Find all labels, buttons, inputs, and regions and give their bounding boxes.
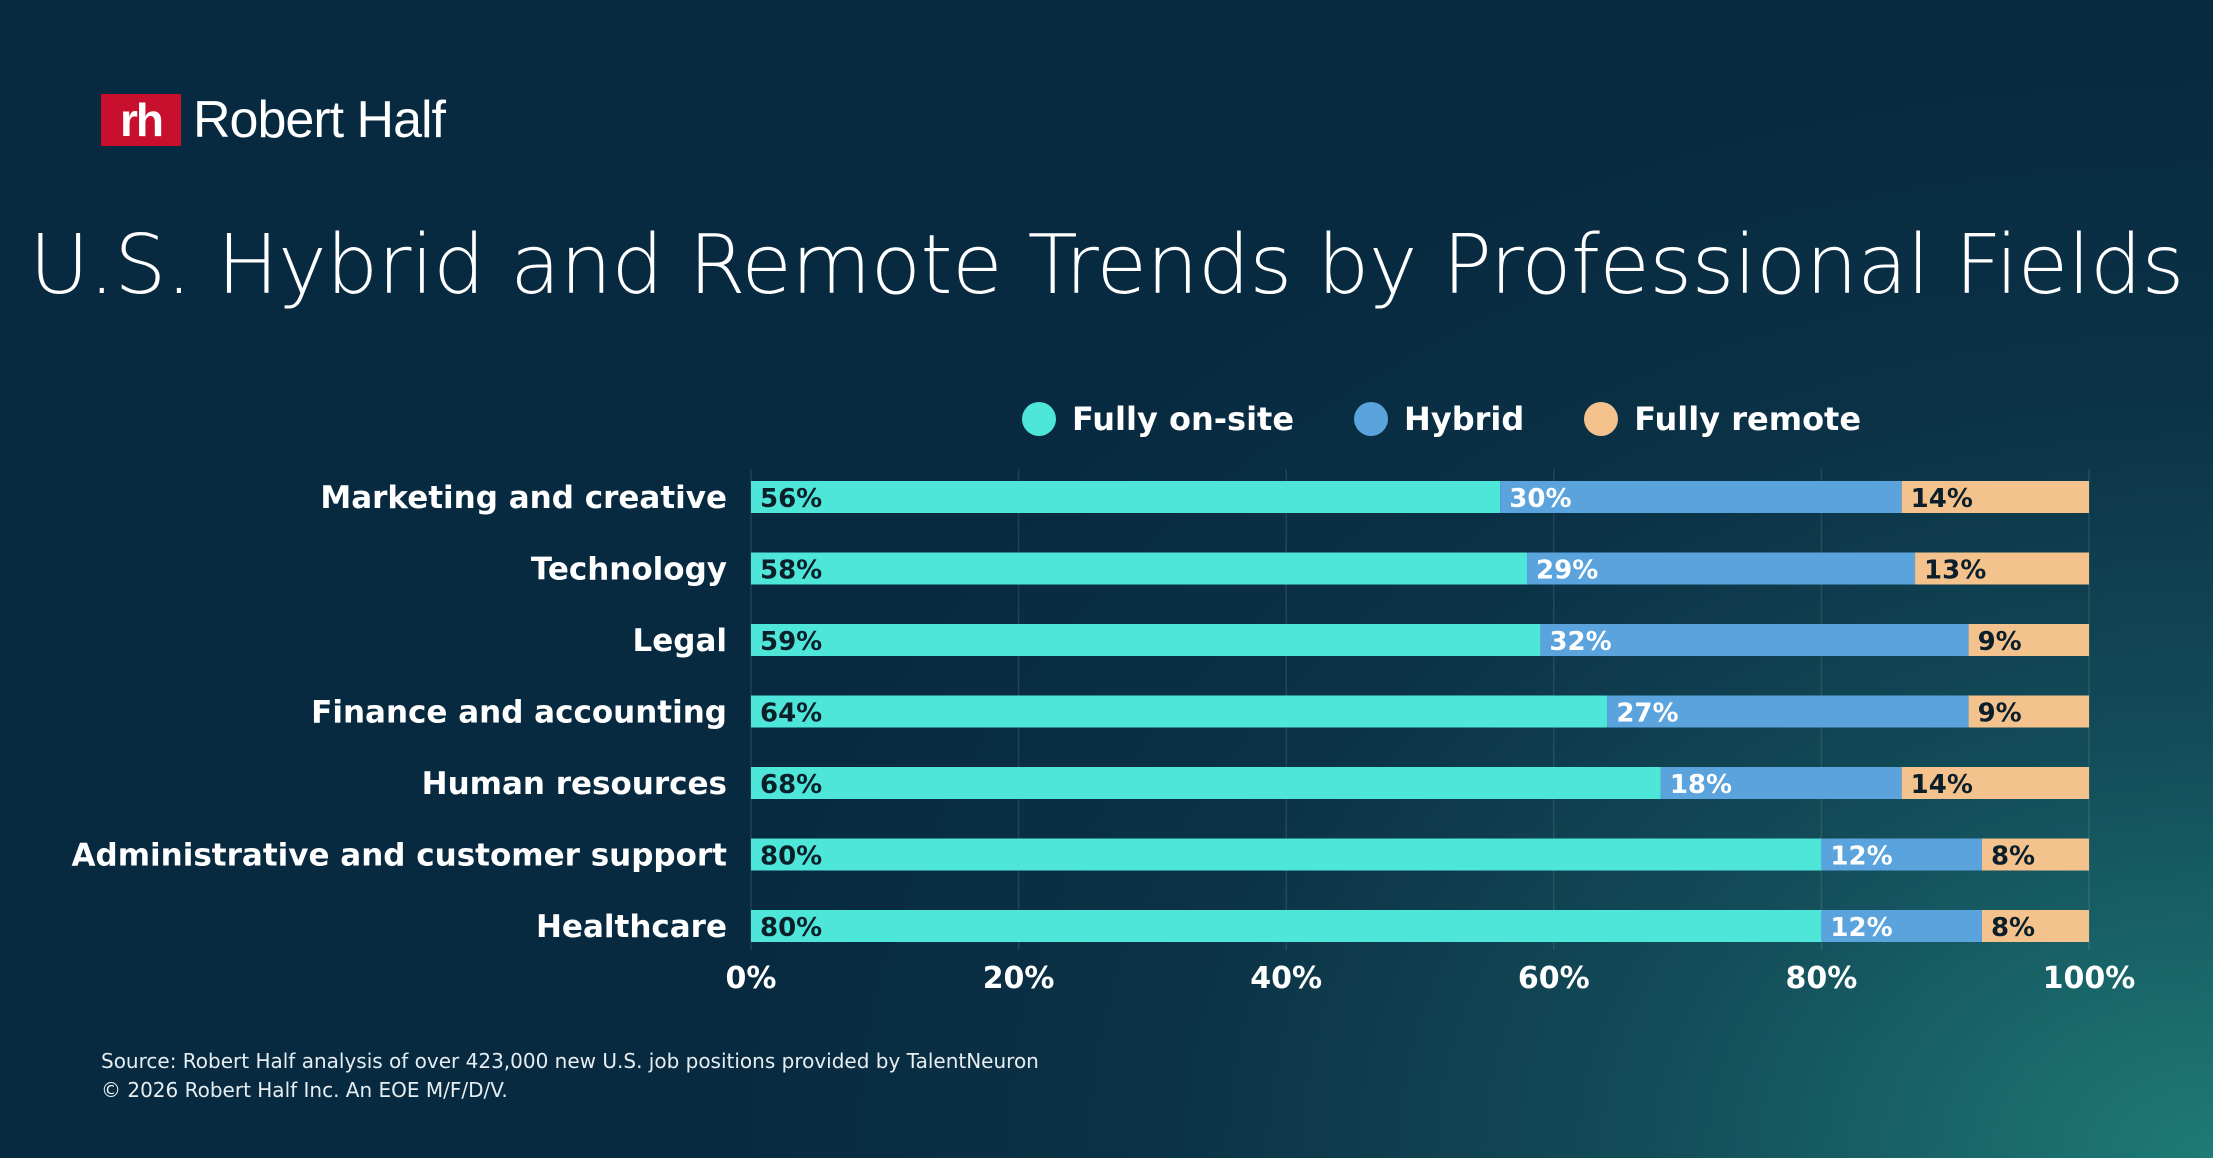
data-label: 8% [1991,913,2035,943]
bar-segment-on-site [751,910,1822,942]
brand-logo: rh Robert Half [101,91,446,149]
data-label: 18% [1670,770,1732,800]
data-label: 56% [760,484,822,514]
bar-segment-on-site [751,838,1822,871]
category-label: Healthcare [536,909,727,945]
x-tick-label: 20% [983,961,1055,996]
data-label: 58% [760,556,822,586]
data-label: 59% [760,627,822,657]
bar-segment-remote [1981,910,2089,942]
bar-segment-hybrid [1540,624,1969,656]
bar-segment-remote [1981,838,2089,871]
category-label: Marketing and creative [320,480,727,516]
x-tick-label: 40% [1250,961,1322,996]
data-label: 32% [1549,627,1611,657]
data-label: 27% [1616,699,1678,729]
legend-swatch-hybrid [1354,402,1389,436]
bar-segment-hybrid [1500,481,1902,513]
category-label: Finance and accounting [311,695,727,731]
data-label: 8% [1991,842,2035,872]
legend-label-on-site: Fully on-site [1072,400,1295,438]
data-label: 13% [1924,556,1986,586]
legend-item-hybrid: Hybrid [1354,400,1524,438]
data-label: 9% [1978,699,2022,729]
legend-swatch-on-site [1022,402,1056,436]
legend-label-hybrid: Hybrid [1404,400,1525,438]
bar-segment-hybrid [1607,695,1969,728]
legend-swatch-remote [1584,402,1619,436]
data-label: 80% [760,913,822,943]
chart-title: U.S. Hybrid and Remote Trends by Profess… [29,218,2184,313]
bar-segment-remote [1901,481,2089,513]
legend-item-on-site: Fully on-site [1022,400,1294,438]
bar-segment-remote [1968,624,2089,656]
bar-segment-on-site [751,624,1541,656]
x-tick-label: 80% [1785,961,1857,996]
data-label: 30% [1509,484,1571,514]
data-label: 68% [760,770,822,800]
bar-segment-on-site [751,481,1501,513]
data-label: 9% [1978,627,2022,657]
bar-segment-hybrid [1821,910,1982,942]
source-note: Source: Robert Half analysis of over 423… [101,1049,1039,1073]
bar-segment-remote [1901,767,2089,799]
x-tick-label: 0% [726,961,777,996]
copyright-note: © 2026 Robert Half Inc. An EOE M/F/D/V. [101,1078,508,1102]
data-label: 12% [1830,842,1892,872]
data-label: 14% [1911,770,1973,800]
legend-item-remote: Fully remote [1584,400,1861,438]
data-label: 64% [760,699,822,729]
data-label: 12% [1830,913,1892,943]
brand-mark: rh [101,94,181,146]
legend-label-remote: Fully remote [1634,400,1862,438]
bar-segment-remote [1915,552,2089,585]
category-label: Administrative and customer support [72,838,728,874]
bar-segment-on-site [751,767,1661,799]
data-label: 29% [1536,556,1598,586]
data-label: 14% [1911,484,1973,514]
category-label: Human resources [422,766,727,802]
category-label: Legal [632,623,727,659]
footer: Source: Robert Half analysis of over 423… [101,1047,1039,1105]
x-tick-label: 60% [1518,961,1590,996]
brand-name: Robert Half [193,91,446,149]
category-label: Technology [531,552,727,588]
bar-segment-on-site [751,695,1608,728]
bar-segment-hybrid [1527,552,1916,585]
bar-segment-hybrid [1660,767,1902,799]
chart-legend: Fully on-site Hybrid Fully remote [1022,396,1921,442]
data-label: 80% [760,842,822,872]
bar-segment-hybrid [1821,838,1982,871]
x-tick-label: 100% [2043,961,2136,996]
bar-segment-on-site [751,552,1528,585]
bar-segment-remote [1968,695,2089,728]
